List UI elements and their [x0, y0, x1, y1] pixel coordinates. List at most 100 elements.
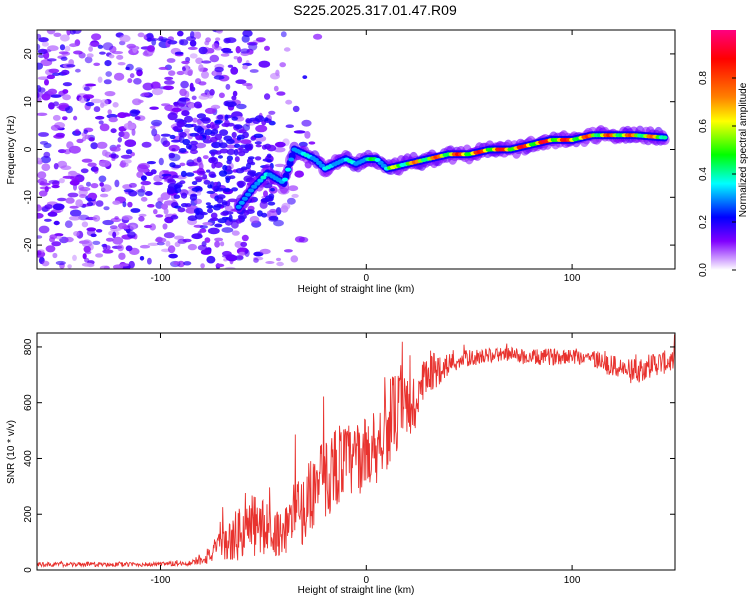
noise-blob: [204, 237, 211, 243]
noise-blob: [46, 30, 56, 35]
noise-blob: [255, 124, 268, 133]
noise-blob: [270, 72, 280, 80]
noise-blob: [37, 76, 50, 80]
noise-blob: [187, 243, 197, 251]
noise-blob: [98, 160, 111, 167]
noise-blob: [198, 64, 204, 73]
noise-blob: [162, 223, 168, 230]
transition-blob: [176, 120, 185, 128]
noise-blob: [49, 234, 57, 240]
transition-blob: [262, 158, 272, 162]
transition-blob: [237, 181, 245, 189]
noise-blob: [207, 227, 220, 235]
noise-blob: [135, 67, 143, 72]
noise-blob: [189, 53, 198, 59]
noise-blob: [240, 139, 252, 145]
noise-blob: [48, 179, 60, 184]
noise-blob: [139, 244, 151, 249]
x-tick-label: -100: [150, 575, 170, 586]
noise-blob: [116, 144, 121, 148]
transition-blob: [243, 210, 250, 216]
noise-blob: [102, 243, 108, 251]
noise-blob: [44, 79, 49, 86]
noise-blob: [99, 265, 110, 269]
noise-blob: [37, 250, 42, 256]
noise-blob: [88, 46, 93, 52]
noise-blob: [211, 43, 219, 50]
noise-blob: [202, 155, 209, 160]
noise-blob: [157, 37, 169, 42]
noise-blob: [174, 51, 184, 55]
ridge-core: [260, 175, 267, 180]
transition-blob: [245, 118, 251, 124]
noise-blob: [112, 102, 119, 108]
noise-blob: [227, 64, 234, 68]
transition-blob: [222, 164, 228, 171]
transition-blob: [196, 113, 207, 119]
noise-blob: [165, 240, 171, 247]
transition-blob: [175, 182, 183, 189]
noise-blob: [104, 60, 112, 67]
noise-blob: [187, 70, 193, 76]
noise-blob: [47, 45, 59, 52]
noise-blob: [99, 193, 109, 198]
noise-blob: [59, 44, 66, 51]
noise-blob: [275, 207, 282, 216]
noise-blob: [51, 184, 60, 189]
transition-blob: [169, 134, 176, 140]
snr-series-line: [37, 334, 675, 569]
noise-blob: [198, 46, 208, 55]
ridge-core: [312, 158, 319, 162]
noise-blob: [287, 197, 296, 205]
noise-blob: [37, 62, 43, 70]
noise-blob: [202, 222, 213, 226]
snr-x-ticks: -100 0 100: [150, 333, 581, 586]
noise-blob: [125, 149, 133, 155]
transition-blob: [254, 115, 265, 123]
noise-blob: [276, 91, 286, 96]
transition-blob: [202, 139, 213, 144]
transition-blob: [267, 201, 276, 206]
noise-blob: [98, 175, 107, 183]
noise-blob: [69, 43, 78, 48]
noise-blob: [242, 65, 248, 70]
noise-blob: [57, 197, 67, 202]
transition-blob: [171, 174, 179, 179]
noise-blob: [102, 42, 114, 51]
noise-blob: [198, 94, 210, 100]
noise-blob: [102, 219, 114, 226]
noise-blob: [66, 141, 74, 149]
noise-blob: [80, 168, 89, 174]
noise-blob: [212, 70, 217, 77]
noise-blob: [249, 69, 259, 73]
noise-blob: [141, 92, 150, 97]
noise-blob: [110, 217, 122, 223]
noise-blob: [222, 50, 234, 54]
transition-blob: [268, 215, 279, 221]
ridge-core: [241, 196, 248, 201]
transition-blob: [244, 143, 252, 150]
noise-blob: [274, 141, 286, 148]
chart-title: S225.2025.317.01.47.R09: [293, 2, 457, 18]
noise-blob: [292, 105, 300, 113]
noise-blob: [45, 245, 56, 253]
noise-blob: [153, 209, 158, 215]
y-tick-label: 200: [23, 505, 34, 522]
transition-blob: [211, 162, 216, 169]
noise-blob: [285, 99, 293, 105]
transition-blob: [247, 156, 255, 160]
transition-blob: [191, 181, 198, 185]
transition-blob: [180, 170, 187, 178]
noise-blob: [269, 208, 277, 213]
noise-blob: [273, 147, 286, 153]
noise-blob: [121, 215, 133, 221]
transition-blob: [191, 187, 201, 192]
transition-blob: [212, 157, 218, 165]
transition-blob: [237, 214, 247, 220]
spectrogram-x-axis-label: Height of straight line (km): [298, 284, 415, 295]
noise-blob: [166, 58, 176, 63]
noise-blob: [105, 245, 111, 250]
noise-blob: [39, 186, 52, 190]
noise-blob: [134, 116, 141, 120]
noise-blob: [108, 117, 118, 123]
